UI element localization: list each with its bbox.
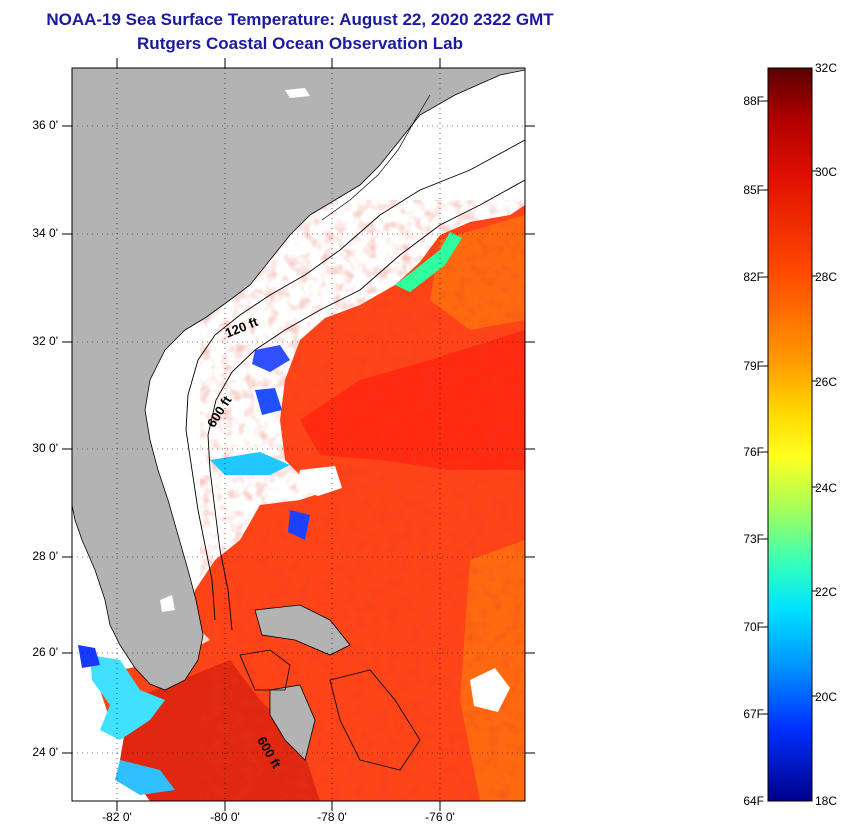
cool-patch — [288, 510, 310, 540]
land-mass — [72, 68, 525, 691]
cool-patch — [90, 655, 165, 740]
bank-contour — [329, 669, 421, 771]
cloud-gap — [470, 668, 510, 712]
lat-lon-grid — [72, 68, 525, 801]
colorbar-label-c: 22C — [815, 585, 838, 599]
cool-patch — [395, 232, 462, 292]
colorbar-label-f: 70F — [743, 620, 764, 634]
map-title: NOAA-19 Sea Surface Temperature: August … — [46, 10, 554, 29]
colorbar-ticks — [762, 100, 818, 715]
bank-contour — [239, 649, 291, 691]
lat-label: 32 0' — [32, 334, 58, 348]
cool-patch — [252, 345, 290, 372]
lat-label: 34 0' — [32, 226, 58, 240]
colorbar-label-c: 30C — [815, 165, 838, 179]
cloud-gap — [296, 466, 342, 496]
colorbar-label-f: 88F — [743, 94, 764, 108]
map-subtitle: Rutgers Coastal Ocean Observation Lab — [137, 34, 463, 53]
cool-patch — [78, 645, 100, 668]
lake — [285, 88, 310, 98]
lake — [160, 595, 175, 612]
colorbar-label-c: 28C — [815, 270, 838, 284]
colorbar-label-f: 79F — [743, 359, 764, 373]
colorbar-label-f: 73F — [743, 532, 764, 546]
andros-island — [269, 684, 316, 761]
bahamas-bank — [254, 604, 351, 656]
temperature-colorbar — [767, 67, 813, 802]
lon-label: -82 0' — [102, 810, 132, 824]
colorbar-label-f: 67F — [743, 707, 764, 721]
lon-label: -78 0' — [317, 810, 347, 824]
lat-label: 30 0' — [32, 441, 58, 455]
cool-patch — [210, 452, 290, 475]
lon-label: -80 0' — [210, 810, 240, 824]
cool-patch — [255, 388, 282, 415]
colorbar-label-f: 64F — [743, 794, 764, 808]
colorbar-label-c: 32C — [815, 61, 838, 75]
map-frame — [71, 67, 526, 802]
contour-inner — [321, 94, 431, 221]
contour-120ft — [185, 139, 525, 621]
lat-label: 24 0' — [32, 745, 58, 759]
lon-label: -76 0' — [425, 810, 455, 824]
colorbar-label-f: 85F — [743, 183, 764, 197]
colorbar-label-c: 18C — [815, 794, 838, 808]
lat-label: 36 0' — [32, 118, 58, 132]
contour-600ft — [207, 179, 525, 631]
lat-label: 26 0' — [32, 645, 58, 659]
lat-label: 28 0' — [32, 549, 58, 563]
colorbar-label-f: 76F — [743, 445, 764, 459]
sst-texture — [200, 200, 525, 801]
colorbar-label-c: 20C — [815, 690, 838, 704]
colorbar-label-c: 26C — [815, 375, 838, 389]
colorbar-label-c: 24C — [815, 481, 838, 495]
axis-ticks — [62, 58, 535, 811]
cool-patch — [115, 760, 175, 795]
colorbar-label-f: 82F — [743, 270, 764, 284]
